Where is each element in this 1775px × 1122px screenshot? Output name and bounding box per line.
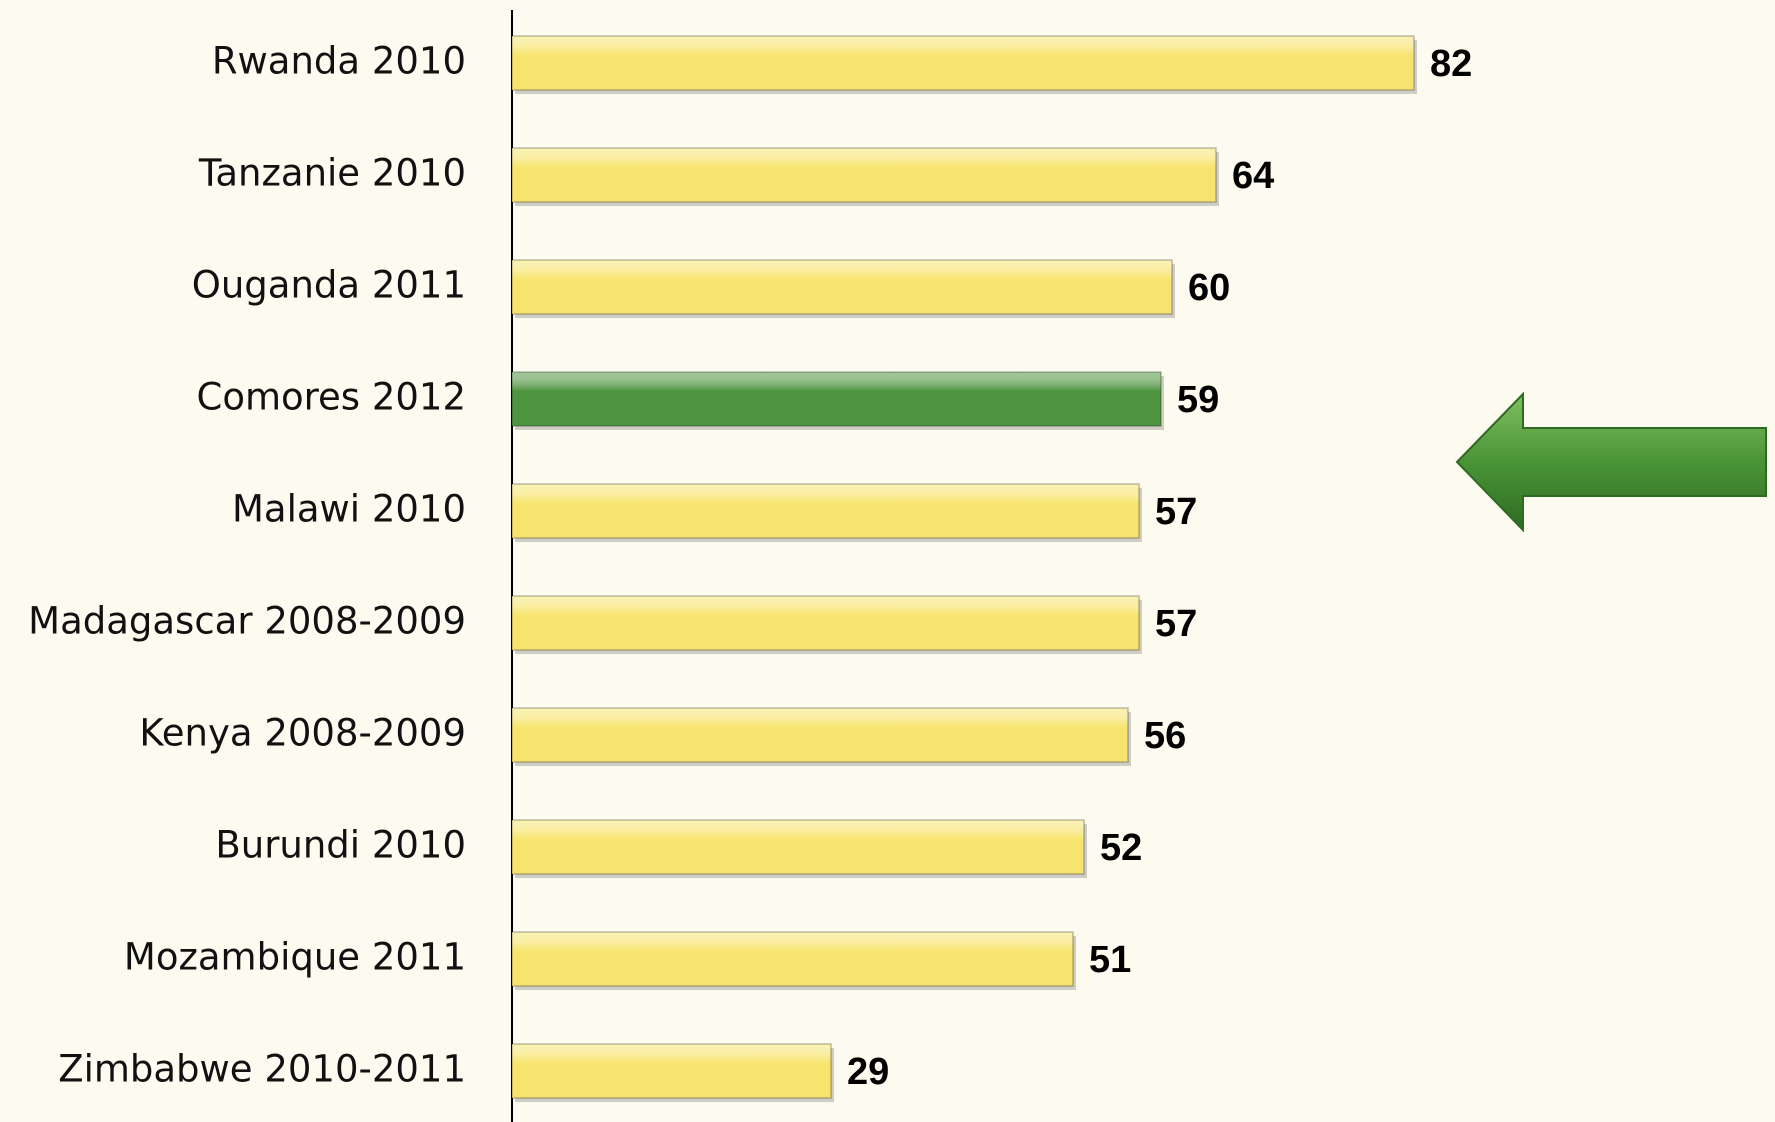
category-label: Comores 2012 [196,376,466,419]
category-label: Ouganda 2011 [192,264,466,307]
value-label: 51 [1089,939,1131,981]
value-label: 82 [1430,43,1472,85]
bar-sheen [511,483,1140,539]
category-label: Zimbabwe 2010-2011 [58,1048,466,1091]
category-label: Kenya 2008-2009 [139,712,466,755]
category-label: Malawi 2010 [232,488,466,531]
bar-sheen [511,707,1129,763]
category-label: Tanzanie 2010 [198,152,466,195]
category-label: Burundi 2010 [215,824,466,867]
bar-sheen [511,931,1074,987]
bar-sheen [511,819,1085,875]
value-label: 59 [1177,379,1219,421]
category-label: Mozambique 2011 [124,936,466,979]
value-label: 52 [1100,827,1142,869]
value-label: 60 [1188,267,1230,309]
bar-sheen [511,147,1217,203]
value-label: 56 [1144,715,1186,757]
bar-sheen [511,1043,832,1099]
bar-sheen [511,371,1162,427]
value-label: 57 [1155,603,1197,645]
value-label: 29 [847,1051,889,1093]
category-label: Madagascar 2008-2009 [28,600,466,643]
bar-sheen [511,595,1140,651]
category-label: Rwanda 2010 [212,40,466,83]
bar-sheen [511,35,1415,91]
value-label: 64 [1232,155,1274,197]
arrow [1455,391,1767,533]
bar-sheen [511,259,1173,315]
value-label: 57 [1155,491,1197,533]
